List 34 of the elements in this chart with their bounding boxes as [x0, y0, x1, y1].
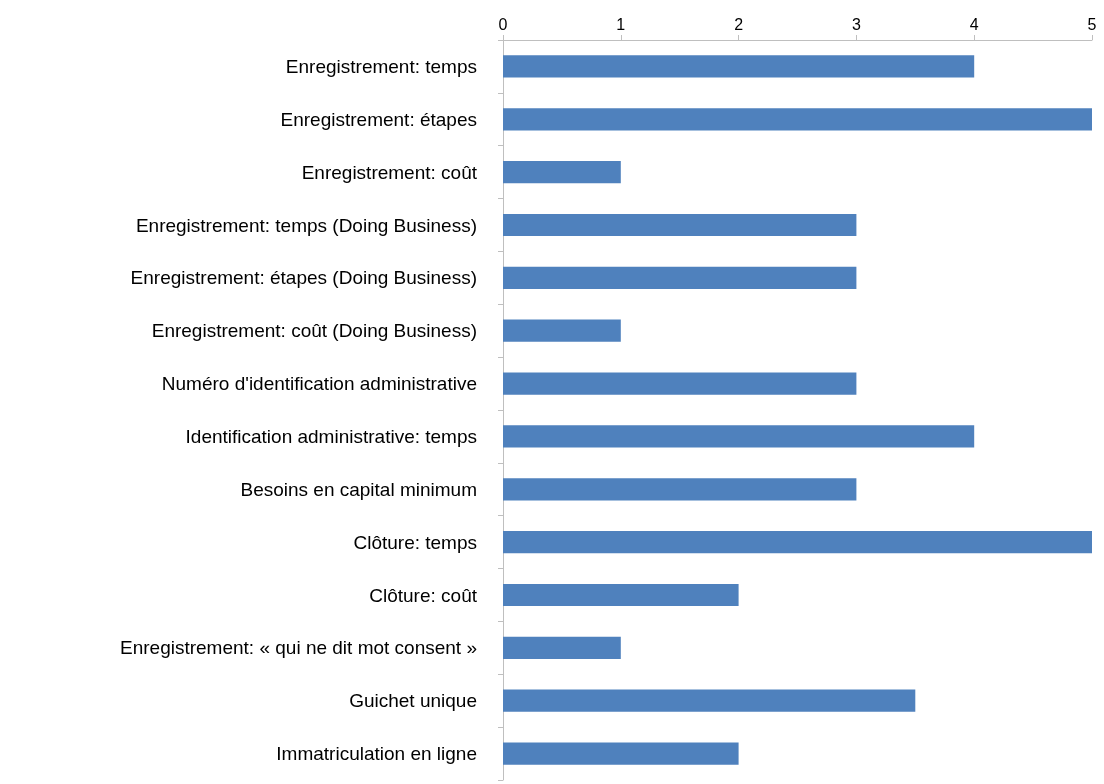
bar: [503, 161, 621, 184]
x-tick-label: 4: [969, 15, 979, 33]
bar: [503, 583, 739, 607]
bar: [503, 742, 739, 765]
y-tick-label: Immatriculation en ligne: [276, 743, 477, 765]
bar: [503, 425, 975, 448]
y-tick-label: Enregistrement: « qui ne dit mot consent »: [120, 637, 477, 659]
bar: [503, 478, 857, 501]
x-tick-label: 0: [498, 15, 508, 33]
bar: [503, 531, 1092, 554]
bar: [503, 636, 621, 659]
bar: [503, 689, 916, 712]
y-tick-label: Enregistrement: temps: [285, 55, 477, 77]
bar: [503, 55, 975, 78]
y-tick-label: Clôture: coût: [369, 584, 478, 606]
y-tick-label: Enregistrement: coût (Doing Business): [151, 320, 477, 342]
y-tick-label: Enregistrement: étapes: [280, 108, 477, 130]
y-tick-label: Enregistrement: coût: [301, 161, 478, 183]
bar: [503, 108, 1092, 131]
y-tick-label: Enregistrement: temps (Doing Business): [135, 214, 477, 236]
y-tick-label: Clôture: temps: [353, 531, 477, 553]
y-tick-label: Guichet unique: [349, 690, 477, 712]
x-tick-label: 3: [851, 15, 861, 33]
bar: [503, 319, 621, 342]
y-tick-label: Besoins en capital minimum: [240, 478, 477, 500]
y-tick-label: Identification administrative: temps: [185, 425, 477, 447]
x-tick-label: 1: [616, 15, 626, 33]
y-tick-label: Enregistrement: étapes (Doing Business): [130, 267, 477, 289]
bar: [503, 213, 857, 237]
bar: [503, 266, 857, 289]
y-tick-label: Numéro d'identification administrative: [161, 373, 477, 395]
x-tick-label: 2: [734, 15, 744, 33]
x-tick-label: 5: [1087, 15, 1097, 33]
bar: [503, 372, 857, 395]
